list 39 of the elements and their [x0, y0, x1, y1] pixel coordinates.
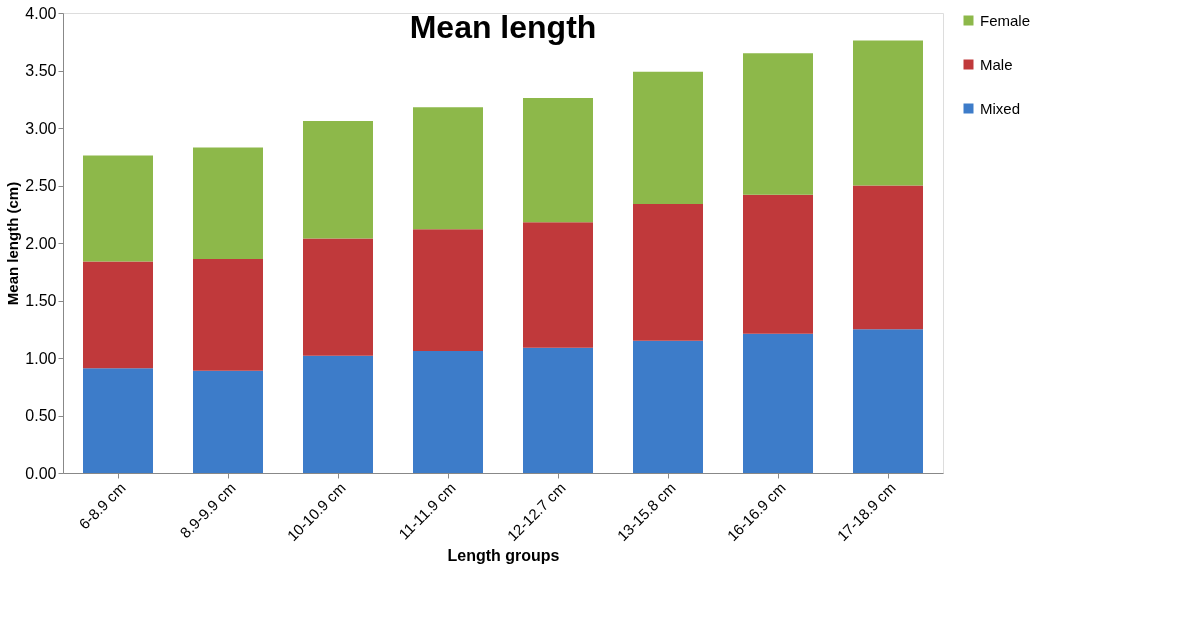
bar: [83, 261, 153, 369]
legend-label: Mixed: [980, 99, 1021, 117]
bar: [523, 98, 593, 223]
bar: [633, 203, 703, 341]
bar: [413, 107, 483, 230]
y-tick-label: 0.50: [25, 407, 57, 424]
bar: [633, 71, 703, 204]
chart-title: Mean length: [409, 9, 597, 45]
y-tick-label: 3.50: [25, 62, 57, 79]
bar: [853, 329, 923, 473]
bar: [303, 238, 373, 356]
bar: [303, 121, 373, 239]
bar: [743, 53, 813, 195]
y-tick-label: 2.50: [25, 177, 57, 194]
bar: [303, 355, 373, 473]
y-tick-label: 1.00: [25, 349, 57, 367]
bar: [193, 259, 263, 371]
bar: [193, 370, 263, 473]
legend-label: Female: [980, 11, 1031, 29]
y-tick-label: 1.50: [25, 292, 57, 309]
y-tick-label: 3.00: [25, 119, 57, 137]
bar: [413, 351, 483, 473]
bar: [523, 347, 593, 473]
bar: [853, 185, 923, 330]
bar: [633, 340, 703, 473]
bar: [83, 155, 153, 262]
bar: [743, 194, 813, 334]
y-tick-label: 4.00: [25, 4, 57, 22]
y-tick-label: 0.00: [25, 464, 57, 482]
bar: [523, 222, 593, 348]
bar: [413, 229, 483, 352]
x-axis-title: Length groups: [447, 547, 560, 565]
bar: [83, 368, 153, 473]
legend-label: Male: [980, 55, 1013, 73]
bar: [743, 333, 813, 473]
y-axis-title: Mean length (cm): [4, 181, 22, 306]
y-tick-label: 2.00: [25, 234, 57, 252]
bar: [193, 147, 263, 260]
bar: [853, 40, 923, 186]
